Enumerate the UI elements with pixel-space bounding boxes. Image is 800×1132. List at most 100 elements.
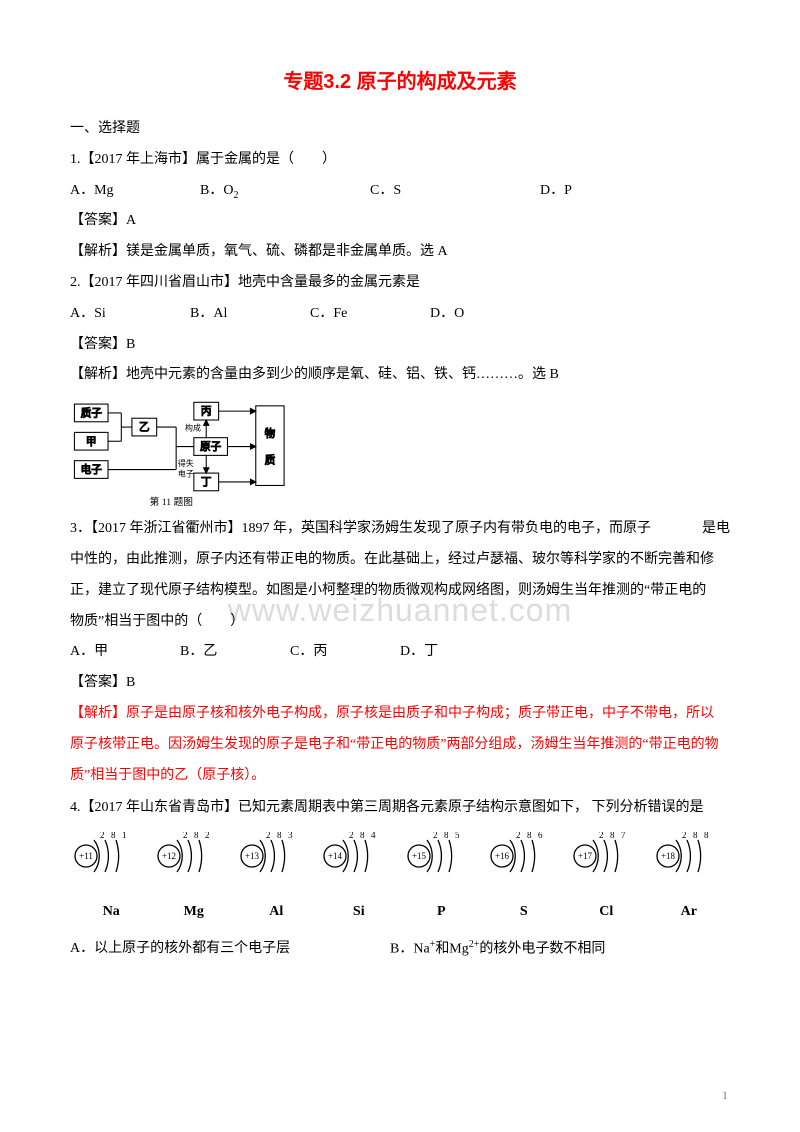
q3-opt-d: D．丁 (400, 637, 510, 668)
q3-stem4: 物质”相当于图中的（ ） (70, 607, 730, 638)
q3-opt-a: A．甲 (70, 637, 180, 668)
atom-diagram: +11 281 (70, 832, 148, 893)
q2-opt-a: A．Si (70, 299, 190, 330)
atom-labels: NaMgAlSiPSClAr (70, 897, 730, 928)
svg-text:+16: +16 (495, 851, 510, 861)
q3-options: A．甲 B．乙 C．丙 D．丁 (70, 637, 730, 668)
q1-stem: 1.【2017 年上海市】属于金属的是（ ） (70, 145, 730, 176)
atom-label: Na (70, 897, 153, 928)
svg-text:2: 2 (205, 832, 210, 840)
q3-answer: 【答案】B (70, 668, 730, 699)
atom-diagram: +16 286 (486, 832, 564, 893)
q1-options: A．Mg B．O2 C．S D．P (70, 176, 730, 207)
atom-diagram: +14 284 (319, 832, 397, 893)
svg-text:电子: 电子 (178, 469, 194, 479)
q1-opt-a: A．Mg (70, 176, 200, 207)
q1-opt-d: D．P (540, 176, 670, 207)
q4-opt-b: B．Na+和Mg2+的核外电子数不相同 (390, 934, 605, 965)
q2-explain: 【解析】地壳中元素的含量由多到少的顺序是氧、硅、铝、铁、钙………。选 B (70, 360, 730, 391)
q3-exp1: 【解析】原子是由原子核和核外电子构成，原子核是由质子和中子构成；质子带正电，中子… (70, 699, 730, 730)
q3-exp2: 原子核带正电。因汤姆生发现的原子是电子和“带正电的物质”两部分组成，汤姆生当年推… (70, 730, 730, 761)
atom-diagram: +18 288 (652, 832, 730, 893)
svg-text:甲: 甲 (86, 437, 97, 448)
svg-text:+17: +17 (578, 851, 593, 861)
svg-text:电子: 电子 (81, 463, 103, 476)
q4-options: A．以上原子的核外都有三个电子层 B．Na+和Mg2+的核外电子数不相同 (70, 934, 730, 965)
q3-opt-c: C．丙 (290, 637, 400, 668)
svg-text:得失: 得失 (178, 458, 194, 468)
svg-text:乙: 乙 (139, 422, 150, 434)
q2-opt-b: B．Al (190, 299, 310, 330)
q3-stem3: 正，建立了现代原子结构模型。如图是小柯整理的物质微观构成网络图，则汤姆生当年推测… (70, 576, 730, 607)
atom-label: Cl (565, 897, 648, 928)
atom-diagram: +17 287 (569, 832, 647, 893)
svg-text:6: 6 (538, 832, 543, 840)
q2-opt-c: C．Fe (310, 299, 430, 330)
svg-text:第 11 题图: 第 11 题图 (150, 495, 193, 508)
q1-answer: 【答案】A (70, 206, 730, 237)
svg-text:3: 3 (288, 832, 293, 840)
svg-text:2: 2 (349, 832, 354, 840)
atom-diagram: +12 282 (153, 832, 231, 893)
q1-opt-c: C．S (370, 176, 540, 207)
q4-stem: 4.【2017 年山东省青岛市】已知元素周期表中第三周期各元素原子结构示意图如下… (70, 793, 730, 824)
atom-label: Ar (648, 897, 731, 928)
svg-text:8: 8 (693, 832, 698, 840)
atom-label: Al (235, 897, 318, 928)
svg-text:构成: 构成 (185, 423, 201, 433)
svg-text:8: 8 (277, 832, 282, 840)
svg-text:丙: 丙 (201, 407, 212, 418)
q3-opt-b: B．乙 (180, 637, 290, 668)
q2-opt-d: D．O (430, 299, 530, 330)
svg-text:8: 8 (527, 832, 532, 840)
page-content: 专题3.2 原子的构成及元素 一、选择题 1.【2017 年上海市】属于金属的是… (70, 60, 730, 965)
atom-label: P (400, 897, 483, 928)
q2-stem: 2.【2017 年四川省眉山市】地壳中含量最多的金属元素是 (70, 268, 730, 299)
svg-text:2: 2 (516, 832, 521, 840)
svg-text:2: 2 (433, 832, 438, 840)
svg-text:7: 7 (621, 832, 626, 840)
svg-text:8: 8 (194, 832, 199, 840)
svg-text:2: 2 (266, 832, 271, 840)
svg-text:+18: +18 (661, 851, 676, 861)
atom-diagram: +15 285 (403, 832, 481, 893)
svg-text:5: 5 (455, 832, 460, 840)
svg-text:8: 8 (610, 832, 615, 840)
svg-text:质子: 质子 (81, 408, 103, 420)
q4-opt-a: A．以上原子的核外都有三个电子层 (70, 934, 390, 965)
q2-options: A．Si B．Al C．Fe D．O (70, 299, 730, 330)
svg-text:丁: 丁 (201, 478, 212, 489)
q1-explain: 【解析】镁是金属单质，氧气、硫、磷都是非金属单质。选 A (70, 237, 730, 268)
q2-answer: 【答案】B (70, 330, 730, 361)
section-header: 一、选择题 (70, 114, 730, 145)
atom-label: S (483, 897, 566, 928)
svg-text:8: 8 (360, 832, 365, 840)
svg-text:+14: +14 (328, 851, 343, 861)
svg-text:原子: 原子 (200, 441, 222, 453)
svg-text:+12: +12 (162, 851, 176, 861)
page-number: 1 (722, 1082, 728, 1108)
svg-text:2: 2 (100, 832, 105, 840)
svg-text:2: 2 (682, 832, 687, 840)
q1-opt-b: B．O2 (200, 176, 370, 207)
svg-text:+13: +13 (245, 851, 260, 861)
svg-text:2: 2 (599, 832, 604, 840)
svg-text:4: 4 (371, 832, 376, 840)
svg-text:质: 质 (265, 455, 276, 467)
atom-diagram: +13 283 (236, 832, 314, 893)
svg-text:物: 物 (265, 427, 276, 440)
q3-stem1: 3．【2017 年浙江省衢州市】1897 年，英国科学家汤姆生发现了原子内有带负… (70, 514, 730, 545)
q3-stem2: 中性的，由此推测，原子内还有带正电的物质。在此基础上，经过卢瑟福、玻尔等科学家的… (70, 545, 730, 576)
svg-text:8: 8 (444, 832, 449, 840)
svg-text:8: 8 (704, 832, 709, 840)
atom-label: Mg (153, 897, 236, 928)
atom-diagrams: +11 281 +12 282 +13 283 +14 284 +15 285 … (70, 832, 730, 893)
q3-exp3: 质”相当于图中的乙（原子核）。 (70, 761, 730, 792)
page-title: 专题3.2 原子的构成及元素 (70, 60, 730, 104)
svg-text:1: 1 (122, 832, 127, 840)
svg-text:8: 8 (111, 832, 116, 840)
atom-label: Si (318, 897, 401, 928)
svg-text:2: 2 (183, 832, 188, 840)
structure-diagram: 质子 甲 电子 乙 丙 原子 丁 物 质 (70, 397, 300, 512)
svg-text:+11: +11 (79, 851, 93, 861)
